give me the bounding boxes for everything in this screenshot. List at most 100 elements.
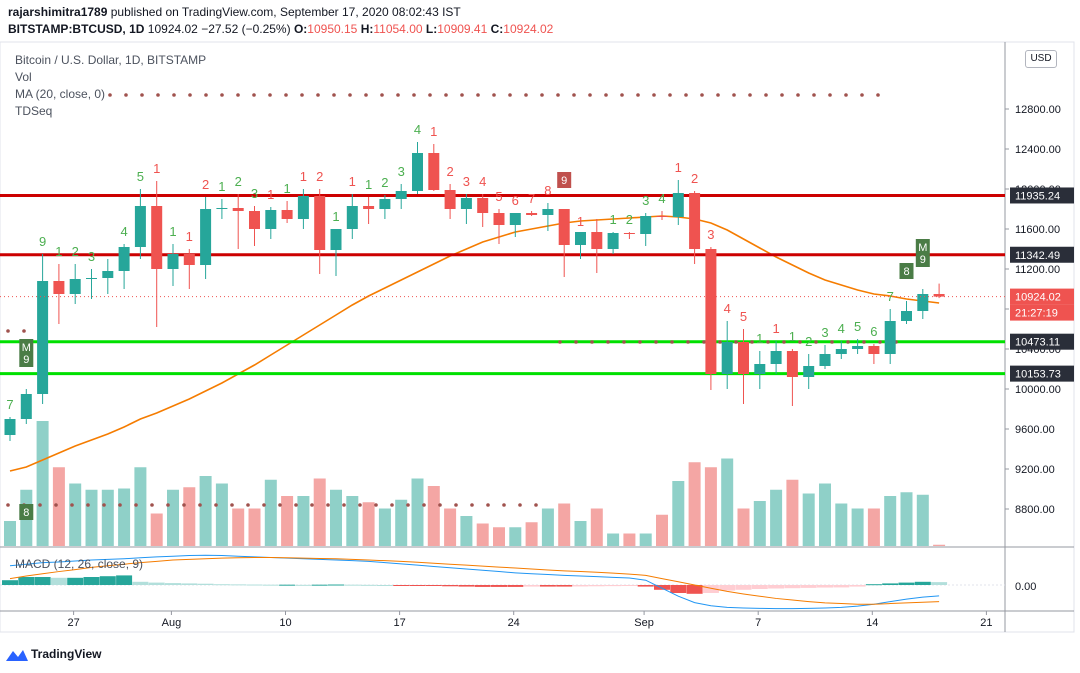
- td-count-label: 4: [658, 191, 665, 206]
- candle-body: [933, 294, 945, 297]
- volume-bar: [916, 494, 929, 546]
- candle-body: [395, 191, 407, 199]
- candle-body: [477, 198, 489, 213]
- td-level-dot: [412, 93, 416, 97]
- macd-histogram-bar: [914, 581, 931, 585]
- candle-body: [200, 209, 212, 265]
- td-count-label: 3: [821, 325, 828, 340]
- macd-histogram-bar: [262, 584, 279, 586]
- macd-histogram-bar: [425, 585, 442, 586]
- candle-body: [640, 216, 652, 234]
- td-level-dot: [828, 93, 832, 97]
- legend-title[interactable]: Bitcoin / U.S. Dollar, 1D, BITSTAMP: [15, 53, 207, 67]
- volume-bar: [118, 488, 131, 546]
- last-price-label: 10924.02: [1015, 292, 1061, 304]
- td-level-dot: [54, 503, 58, 507]
- macd-histogram-bar: [132, 581, 149, 585]
- macd-histogram-bar: [83, 577, 100, 585]
- td-level-dot: [460, 93, 464, 97]
- macd-y-tick-label: 0.00: [1015, 581, 1036, 593]
- td-count-label: 7: [6, 397, 13, 412]
- tradingview-logo[interactable]: TradingView: [6, 647, 101, 662]
- td-level-dot: [246, 503, 250, 507]
- volume-bar: [525, 522, 538, 546]
- publish-header: rajarshimitra1789 published on TradingVi…: [8, 5, 461, 19]
- td-level-dot: [748, 93, 752, 97]
- td-count-label: 1: [365, 177, 372, 192]
- macd-histogram-bar: [181, 583, 198, 585]
- volume-bar: [786, 479, 799, 546]
- last-price: 10924.02: [147, 22, 198, 36]
- currency-button[interactable]: USD: [1025, 50, 1057, 68]
- td-count-label: 4: [838, 321, 845, 336]
- td-count-label: 1: [218, 179, 225, 194]
- td-level-dot: [326, 503, 330, 507]
- td-level-dot: [358, 503, 362, 507]
- legend-tdseq[interactable]: TDSeq: [15, 104, 53, 118]
- volume-bar: [101, 489, 114, 546]
- td-level-dot: [876, 93, 880, 97]
- candle-body: [672, 193, 684, 217]
- candle-body: [575, 232, 586, 245]
- td-count-label: 1: [756, 331, 763, 346]
- td-level-dot: [374, 503, 378, 507]
- td-level-dot: [156, 93, 160, 97]
- candle-body: [770, 351, 782, 364]
- td-count-label: 3: [707, 227, 714, 242]
- td-level-dot: [492, 93, 496, 97]
- td-level-dot: [508, 93, 512, 97]
- macd-histogram-bar: [931, 582, 948, 585]
- td-level-dot: [558, 340, 562, 344]
- volume-bar: [704, 467, 717, 546]
- x-tick-label: 24: [508, 617, 520, 629]
- legend-ma[interactable]: MA (20, close, 0): [15, 87, 106, 101]
- candle-body: [167, 254, 179, 269]
- td-level-dot: [294, 503, 298, 507]
- candle-body: [542, 209, 554, 215]
- volume-bar: [574, 521, 587, 546]
- ma-line: [9, 215, 940, 472]
- volume-bar: [884, 496, 897, 546]
- candle-body: [412, 153, 423, 191]
- td-level-dot: [476, 93, 480, 97]
- x-tick-label: 17: [393, 617, 405, 629]
- candle-body: [69, 279, 81, 294]
- td-level-dot: [300, 93, 304, 97]
- macd-histogram-bar: [213, 584, 230, 586]
- countdown-label-bg: [1010, 304, 1074, 321]
- td-level-dot: [454, 503, 458, 507]
- candle-body: [460, 198, 472, 209]
- macd-histogram-bar: [556, 585, 573, 587]
- macd-line: [9, 554, 940, 610]
- legend-vol[interactable]: Vol: [15, 70, 32, 84]
- macd-histogram-bar: [393, 585, 410, 586]
- high-value: 11054.00: [373, 22, 423, 36]
- candle-body: [493, 213, 505, 225]
- td-level-dot: [606, 340, 610, 344]
- volume-bar: [313, 478, 326, 546]
- volume-bar: [672, 481, 685, 546]
- open-label: O:: [293, 22, 308, 36]
- td-level-dot: [716, 93, 720, 97]
- td-count-label: 4: [414, 122, 421, 137]
- legend-macd[interactable]: MACD (12, 26, close, 9): [15, 557, 144, 571]
- td-level-dot: [262, 503, 266, 507]
- volume-bar: [264, 479, 277, 546]
- candle-body: [53, 281, 65, 294]
- td-count-label: 3: [463, 174, 470, 189]
- candle-body: [738, 342, 749, 374]
- td-level-dot: [486, 503, 490, 507]
- td-level-dot: [22, 329, 26, 333]
- macd-histogram-bar: [474, 585, 491, 587]
- x-tick-label: Aug: [162, 617, 182, 629]
- volume-bar: [4, 521, 16, 546]
- candle-body: [297, 196, 309, 219]
- macd-histogram-bar: [116, 575, 133, 585]
- td-count-label: 4: [120, 224, 127, 239]
- macd-signal-line: [9, 556, 940, 605]
- volume-bar: [737, 508, 750, 546]
- author-name[interactable]: rajarshimitra1789: [8, 5, 108, 19]
- close-label: C:: [490, 22, 504, 36]
- td-level-dot: [572, 93, 576, 97]
